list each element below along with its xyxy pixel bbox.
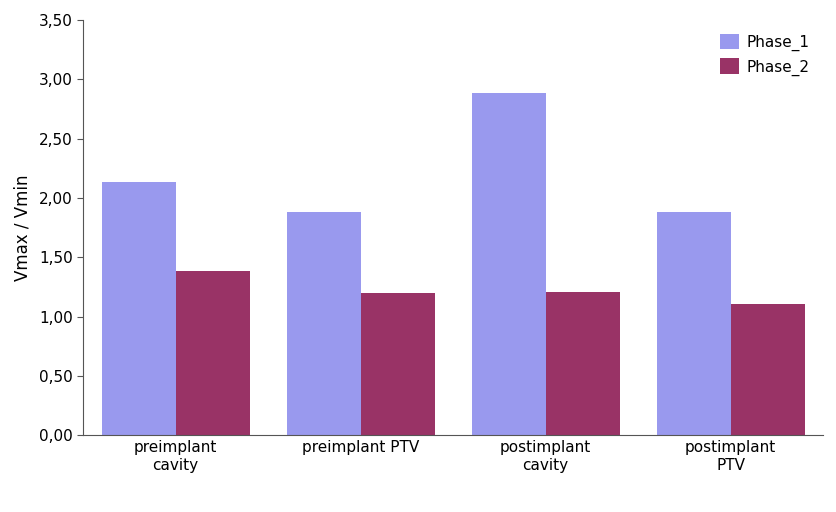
Bar — [655, 212, 730, 435]
Bar — [176, 271, 249, 435]
Bar — [471, 94, 545, 435]
Bar — [360, 293, 434, 435]
Y-axis label: Vmax / Vmin: Vmax / Vmin — [14, 174, 32, 281]
Bar — [286, 212, 360, 435]
Bar — [730, 304, 803, 435]
Legend: Phase_1, Phase_2: Phase_1, Phase_2 — [713, 28, 814, 82]
Bar — [545, 292, 619, 435]
Bar — [101, 182, 176, 435]
